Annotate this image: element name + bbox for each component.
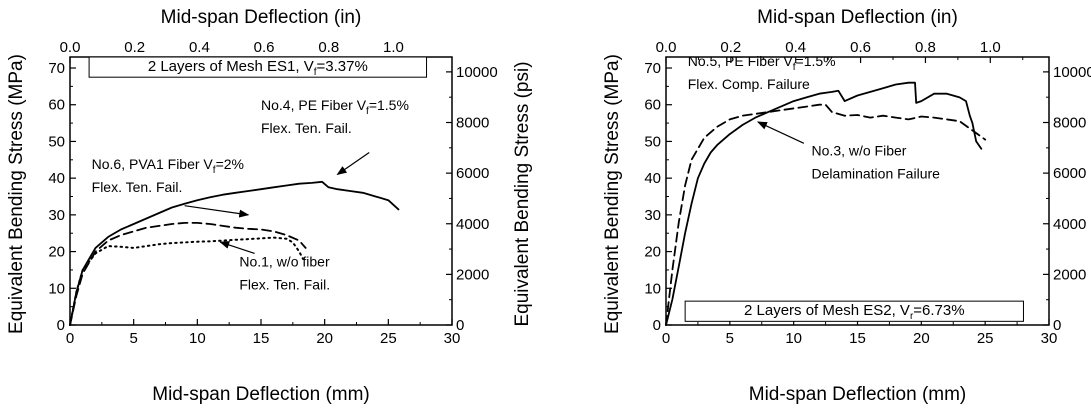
y-tick-label: 0: [653, 317, 661, 334]
x2-axis-title: Mid-span Deflection (in): [161, 7, 362, 28]
y2-tick-label: 4000: [456, 216, 489, 233]
x2-tick-label: 0.8: [318, 39, 339, 56]
y2-tick-label: 0: [1053, 317, 1061, 334]
x2-tick-label: 0.6: [254, 39, 275, 56]
y2-tick-label: 6000: [456, 165, 489, 182]
y-tick-label: 60: [48, 97, 65, 114]
x2-tick-label: 0.4: [785, 39, 806, 56]
y-tick-label: 10: [644, 280, 661, 297]
annotation-arrow: [757, 121, 805, 144]
annotation-text: No.5, PE Fiber Vf=1.5%: [688, 53, 836, 73]
x-tick-label: 20: [316, 330, 333, 347]
annotation-text: No.1, w/o fiber: [239, 253, 330, 269]
annotation-text: Flex. Ten. Fail.: [261, 120, 352, 136]
y-axis-title: Equivalent Bending Stress (MPa): [6, 54, 27, 334]
annotation-text: Flex. Comp. Failure: [688, 76, 810, 92]
x-axis-title: Mid-span Deflection (mm): [152, 384, 370, 405]
x-tick-label: 10: [189, 330, 206, 347]
x2-tick-label: 0.8: [915, 39, 936, 56]
plot-frame: [665, 56, 1050, 326]
y-tick-label: 70: [644, 60, 661, 77]
y2-axis-title: Equivalent Bending Stress (psi): [512, 61, 533, 326]
mesh-label-text: 2 Layers of Mesh ES2, Vr=6.73%: [744, 302, 965, 322]
y-tick-label: 30: [644, 207, 661, 224]
x2-tick-label: 0.2: [124, 39, 145, 56]
y-tick-label: 50: [48, 133, 65, 150]
x-tick-label: 25: [380, 330, 397, 347]
x2-axis-title: Mid-span Deflection (in): [757, 7, 958, 28]
annotation-text: Flex. Ten. Fail.: [92, 179, 183, 195]
annotation-arrow: [219, 241, 255, 254]
series-solid-line: [665, 81, 983, 326]
x2-tick-label: 1.0: [383, 39, 404, 56]
y-tick-label: 50: [644, 133, 661, 150]
x2-tick-label: 1.0: [980, 39, 1001, 56]
y2-tick-label: 6000: [1053, 165, 1086, 182]
series-dashed-line: [665, 103, 987, 326]
x-tick-label: 5: [726, 330, 734, 347]
y-axis-title: Equivalent Bending Stress (MPa): [602, 54, 623, 334]
x2-tick-label: 0.0: [60, 39, 81, 56]
y-tick-label: 40: [48, 170, 65, 187]
x-tick-label: 30: [444, 330, 461, 347]
y-tick-label: 60: [644, 97, 661, 114]
x-tick-label: 10: [785, 330, 802, 347]
annotation-arrow: [184, 205, 250, 218]
x-tick-label: 0: [66, 330, 74, 347]
y2-tick-label: 8000: [1053, 115, 1086, 132]
x-tick-label: 20: [913, 330, 930, 347]
x-tick-label: 5: [129, 330, 137, 347]
y-tick-label: 0: [57, 317, 65, 334]
x-tick-label: 0: [662, 330, 670, 347]
x2-tick-label: 0.0: [656, 39, 677, 56]
annotation-text: Delamination Failure: [812, 165, 941, 181]
x-axis-title: Mid-span Deflection (mm): [749, 384, 967, 405]
annotation-text: No.3, w/o Fiber: [812, 142, 907, 158]
annotation-text: Flex. Ten. Fail.: [239, 276, 330, 292]
y-tick-label: 30: [48, 207, 65, 224]
y-tick-label: 20: [644, 244, 661, 261]
series-dotted-line: [69, 236, 304, 326]
y2-tick-label: 0: [456, 317, 464, 334]
series-dashed-line: [69, 222, 307, 326]
y-tick-label: 40: [644, 170, 661, 187]
y2-tick-label: 10000: [1053, 64, 1091, 81]
mesh-label-text: 2 Layers of Mesh ES1, Vf=3.37%: [148, 58, 368, 78]
x-tick-label: 25: [977, 330, 994, 347]
x2-tick-label: 0.4: [189, 39, 210, 56]
annotation-text: No.6, PVA1 Fiber Vf=2%: [92, 156, 244, 176]
y-tick-label: 10: [48, 280, 65, 297]
x-tick-label: 30: [1041, 330, 1058, 347]
y2-tick-label: 10000: [456, 64, 498, 81]
mesh-label-box: [684, 300, 1024, 322]
y2-tick-label: 8000: [456, 115, 489, 132]
x-tick-label: 15: [253, 330, 270, 347]
annotation-arrow: [336, 151, 370, 176]
mesh-label-box: [88, 56, 428, 78]
y2-tick-label: 4000: [1053, 216, 1086, 233]
x2-tick-label: 0.2: [720, 39, 741, 56]
x-tick-label: 15: [849, 330, 866, 347]
y-tick-label: 70: [48, 60, 65, 77]
y-tick-label: 20: [48, 244, 65, 261]
annotation-text: No.4, PE Fiber Vf=1.5%: [261, 97, 409, 117]
y2-tick-label: 2000: [1053, 266, 1086, 283]
x2-tick-label: 0.6: [850, 39, 871, 56]
y2-tick-label: 2000: [456, 266, 489, 283]
series-solid-line: [69, 180, 400, 326]
